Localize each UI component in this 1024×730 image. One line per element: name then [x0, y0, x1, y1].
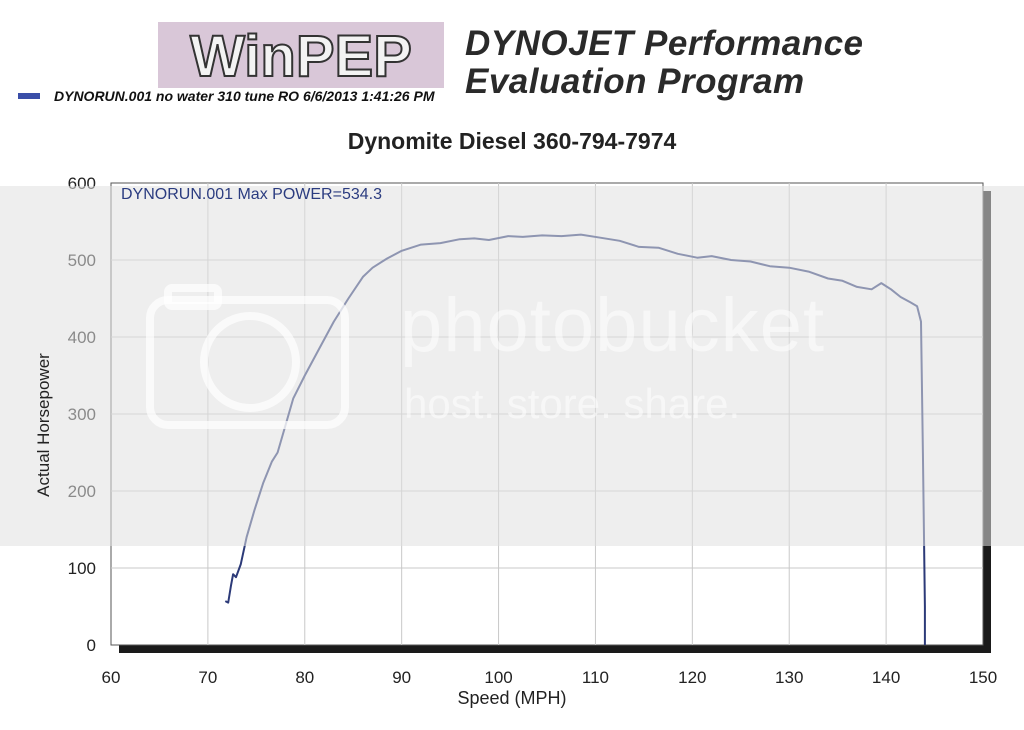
- x-axis-label: Speed (MPH): [457, 688, 567, 708]
- x-tick-label: 100: [484, 668, 512, 687]
- y-axis-label: Actual Horsepower: [34, 353, 53, 497]
- svg-text:WinPEP: WinPEP: [190, 24, 412, 88]
- x-tick-label: 70: [198, 668, 217, 687]
- y-tick-label: 400: [68, 328, 96, 347]
- y-tick-label: 200: [68, 482, 96, 501]
- x-tick-label: 140: [872, 668, 900, 687]
- y-tick-labels: 0 100 200 300 400 500 600: [68, 174, 96, 655]
- x-tick-label: 120: [678, 668, 706, 687]
- watermark-tagline: host. store. share.: [404, 380, 741, 427]
- x-tick-label: 130: [775, 668, 803, 687]
- legend-swatch: [18, 93, 40, 99]
- plot-shadow-right: [983, 191, 991, 653]
- x-tick-label: 60: [102, 668, 121, 687]
- max-power-annotation: DYNORUN.001 Max POWER=534.3: [121, 186, 382, 203]
- watermark-brand: photobucket: [400, 283, 826, 368]
- run-legend-label: DYNORUN.001 no water 310 tune RO 6/6/201…: [54, 88, 435, 104]
- program-title-line2: Evaluation Program: [465, 62, 805, 101]
- winpep-logo: WinPEP: [158, 22, 444, 88]
- y-tick-label: 0: [87, 636, 96, 655]
- program-title-line1: DYNOJET Performance: [465, 24, 864, 63]
- y-tick-label: 500: [68, 251, 96, 270]
- run-legend: DYNORUN.001 no water 310 tune RO 6/6/201…: [18, 88, 434, 104]
- x-tick-label: 110: [582, 668, 609, 687]
- y-tick-label: 100: [68, 559, 96, 578]
- x-tick-label: 150: [969, 668, 997, 687]
- y-tick-label: 300: [68, 405, 96, 424]
- x-tick-label: 80: [295, 668, 314, 687]
- y-tick-label: 600: [68, 174, 96, 193]
- chart-title: Dynomite Diesel 360-794-7974: [347, 128, 677, 154]
- plot-shadow-bottom: [119, 645, 991, 653]
- x-tick-label: 90: [392, 668, 411, 687]
- x-tick-labels: 60 70 80 90 100 110 120 130 140 150: [102, 668, 998, 687]
